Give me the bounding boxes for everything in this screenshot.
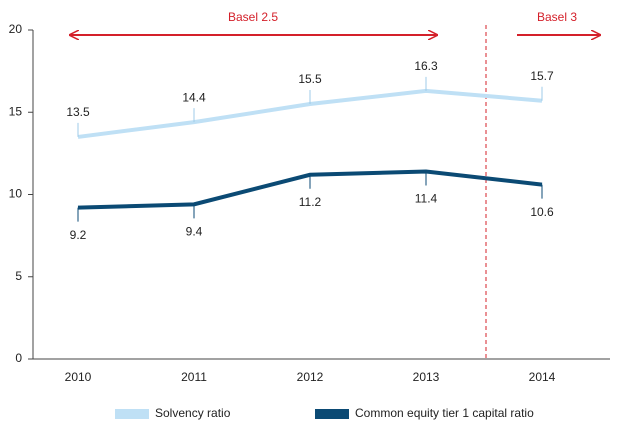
y-tick-label: 10 [9, 187, 23, 201]
x-tick-label: 2012 [297, 370, 324, 384]
data-label: 11.4 [415, 192, 438, 206]
y-tick-label: 15 [9, 104, 23, 118]
legend-label: Solvency ratio [155, 406, 231, 420]
data-label: 13.5 [66, 105, 90, 119]
y-tick-label: 20 [9, 22, 23, 36]
data-label: 9.4 [186, 225, 203, 239]
legend-label: Common equity tier 1 capital ratio [355, 406, 534, 420]
data-label: 11.2 [299, 195, 322, 209]
y-tick-label: 5 [15, 269, 22, 283]
annotation: Basel 3 [537, 10, 577, 24]
x-tick-label: 2010 [65, 370, 92, 384]
annotation: Basel 2.5 [228, 10, 278, 24]
data-label: 9.2 [70, 228, 87, 242]
x-tick-label: 2013 [413, 370, 440, 384]
y-tick-label: 0 [15, 351, 22, 365]
data-label: 10.6 [530, 205, 554, 219]
x-tick-label: 2011 [181, 370, 207, 384]
data-label: 14.4 [182, 90, 206, 104]
legend-swatch [115, 409, 149, 419]
data-label: 15.7 [530, 69, 554, 83]
data-label: 16.3 [414, 59, 438, 73]
legend-swatch [315, 409, 349, 419]
data-label: 15.5 [298, 72, 322, 86]
x-tick-label: 2014 [529, 370, 556, 384]
